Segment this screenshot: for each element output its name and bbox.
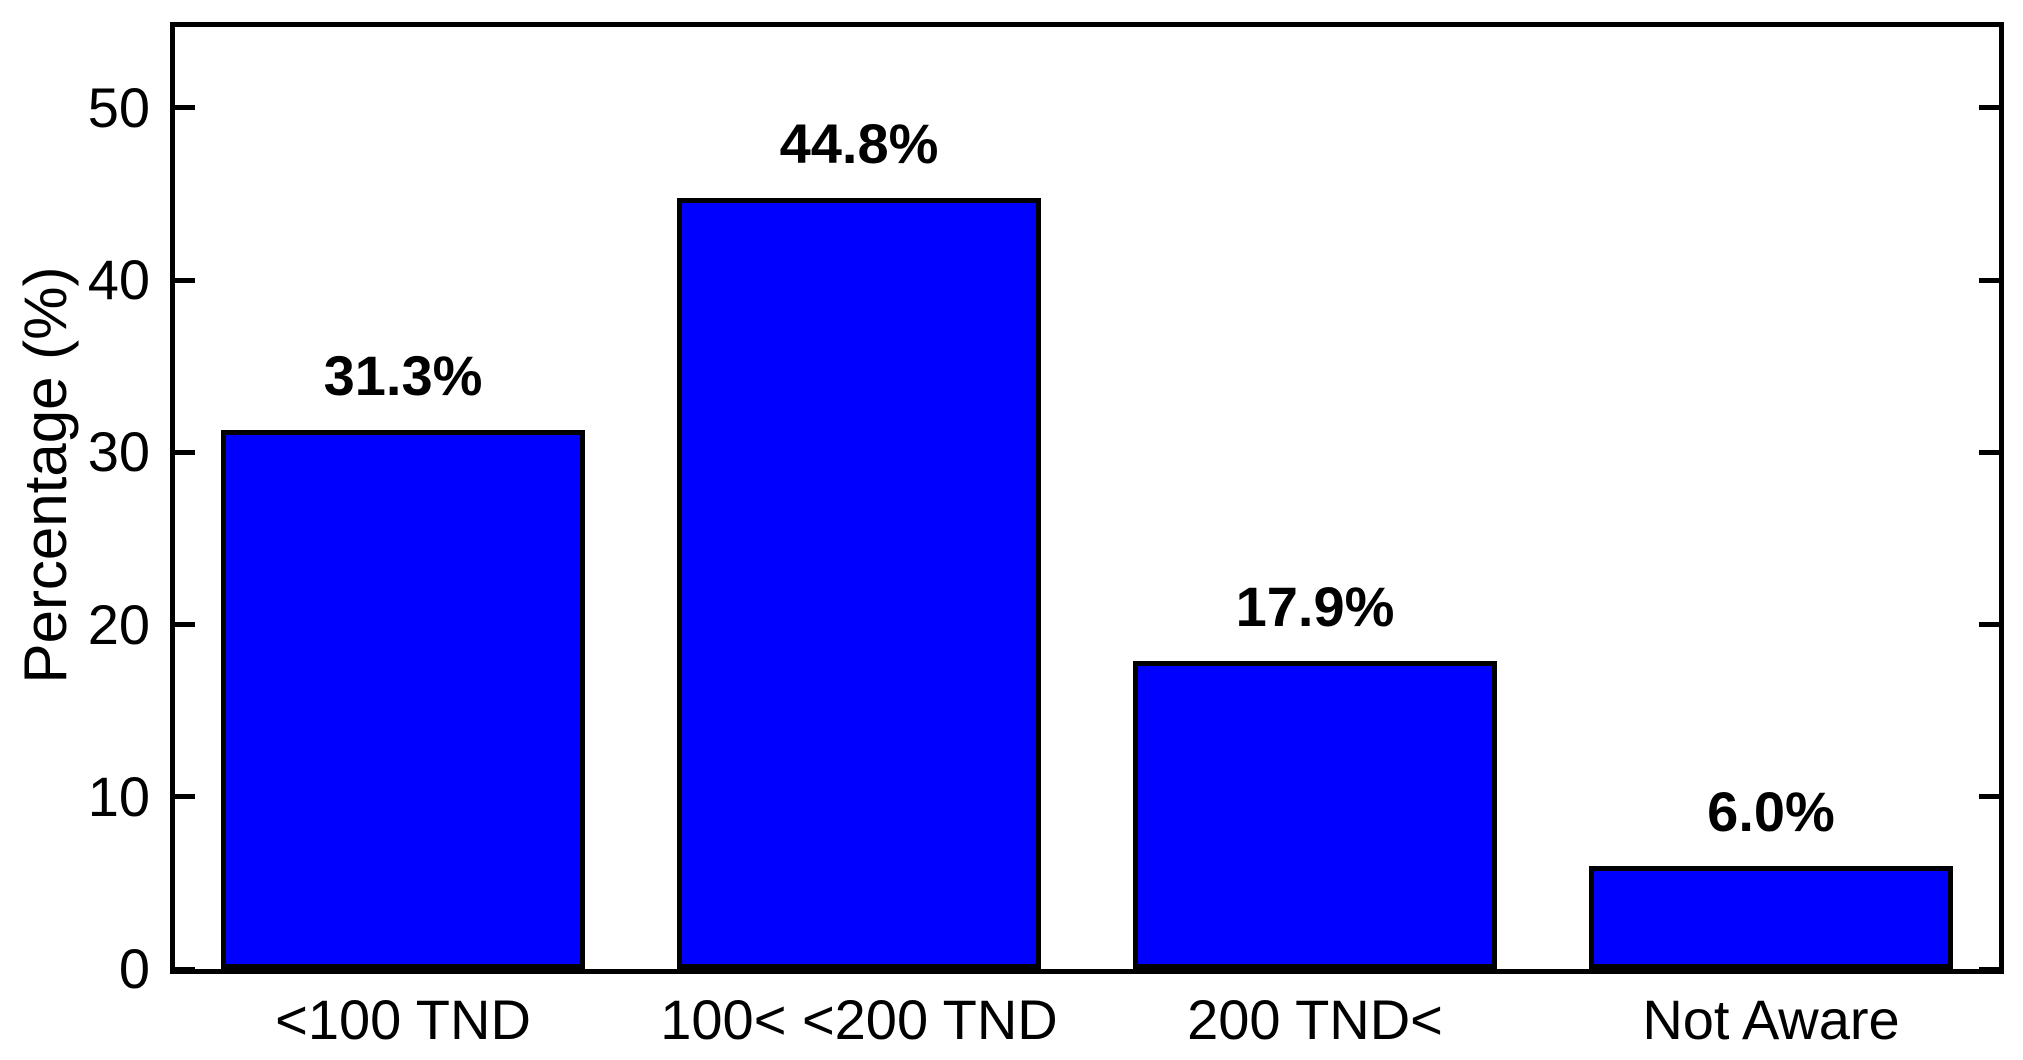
y-tick-right bbox=[1979, 105, 1999, 111]
x-tick-label: Not Aware bbox=[1642, 988, 1900, 1051]
bar bbox=[676, 197, 1042, 969]
y-tick-label: 20 bbox=[87, 592, 150, 656]
x-tick-label: 200 TND< bbox=[1187, 988, 1443, 1051]
bar-value-label: 44.8% bbox=[779, 111, 939, 175]
bar-value-label: 31.3% bbox=[323, 344, 483, 408]
y-axis-tick-labels: 0 10 20 30 40 50 bbox=[0, 27, 150, 996]
y-tick-left bbox=[175, 622, 195, 628]
bar bbox=[1588, 865, 1954, 969]
y-tick-label: 0 bbox=[118, 937, 150, 1000]
y-tick-right bbox=[1979, 622, 1999, 628]
x-tick-label: <100 TND bbox=[275, 988, 531, 1051]
y-tick-right bbox=[1979, 794, 1999, 800]
y-tick-label: 50 bbox=[87, 75, 150, 139]
y-tick-left bbox=[175, 449, 195, 455]
y-tick-right bbox=[1979, 966, 1999, 972]
y-tick-label: 40 bbox=[87, 248, 150, 312]
y-tick-right bbox=[1979, 277, 1999, 283]
y-tick-left bbox=[175, 966, 195, 972]
y-tick-right bbox=[1979, 449, 1999, 455]
y-tick-left bbox=[175, 277, 195, 283]
x-axis-tick-labels: <100 TND 100< <200 TND 200 TND< Not Aware bbox=[175, 978, 1999, 1060]
y-tick-label: 10 bbox=[87, 764, 150, 828]
bar bbox=[1132, 660, 1498, 969]
y-tick-label: 30 bbox=[87, 420, 150, 484]
y-tick-left bbox=[175, 794, 195, 800]
bar-value-label: 17.9% bbox=[1235, 574, 1395, 638]
x-tick-label: 100< <200 TND bbox=[660, 988, 1058, 1051]
plot-area: 31.3% 44.8% 17.9% 6.0% bbox=[170, 22, 2004, 974]
bar-value-label: 6.0% bbox=[1707, 779, 1835, 843]
y-tick-left bbox=[175, 105, 195, 111]
bar bbox=[220, 429, 586, 969]
